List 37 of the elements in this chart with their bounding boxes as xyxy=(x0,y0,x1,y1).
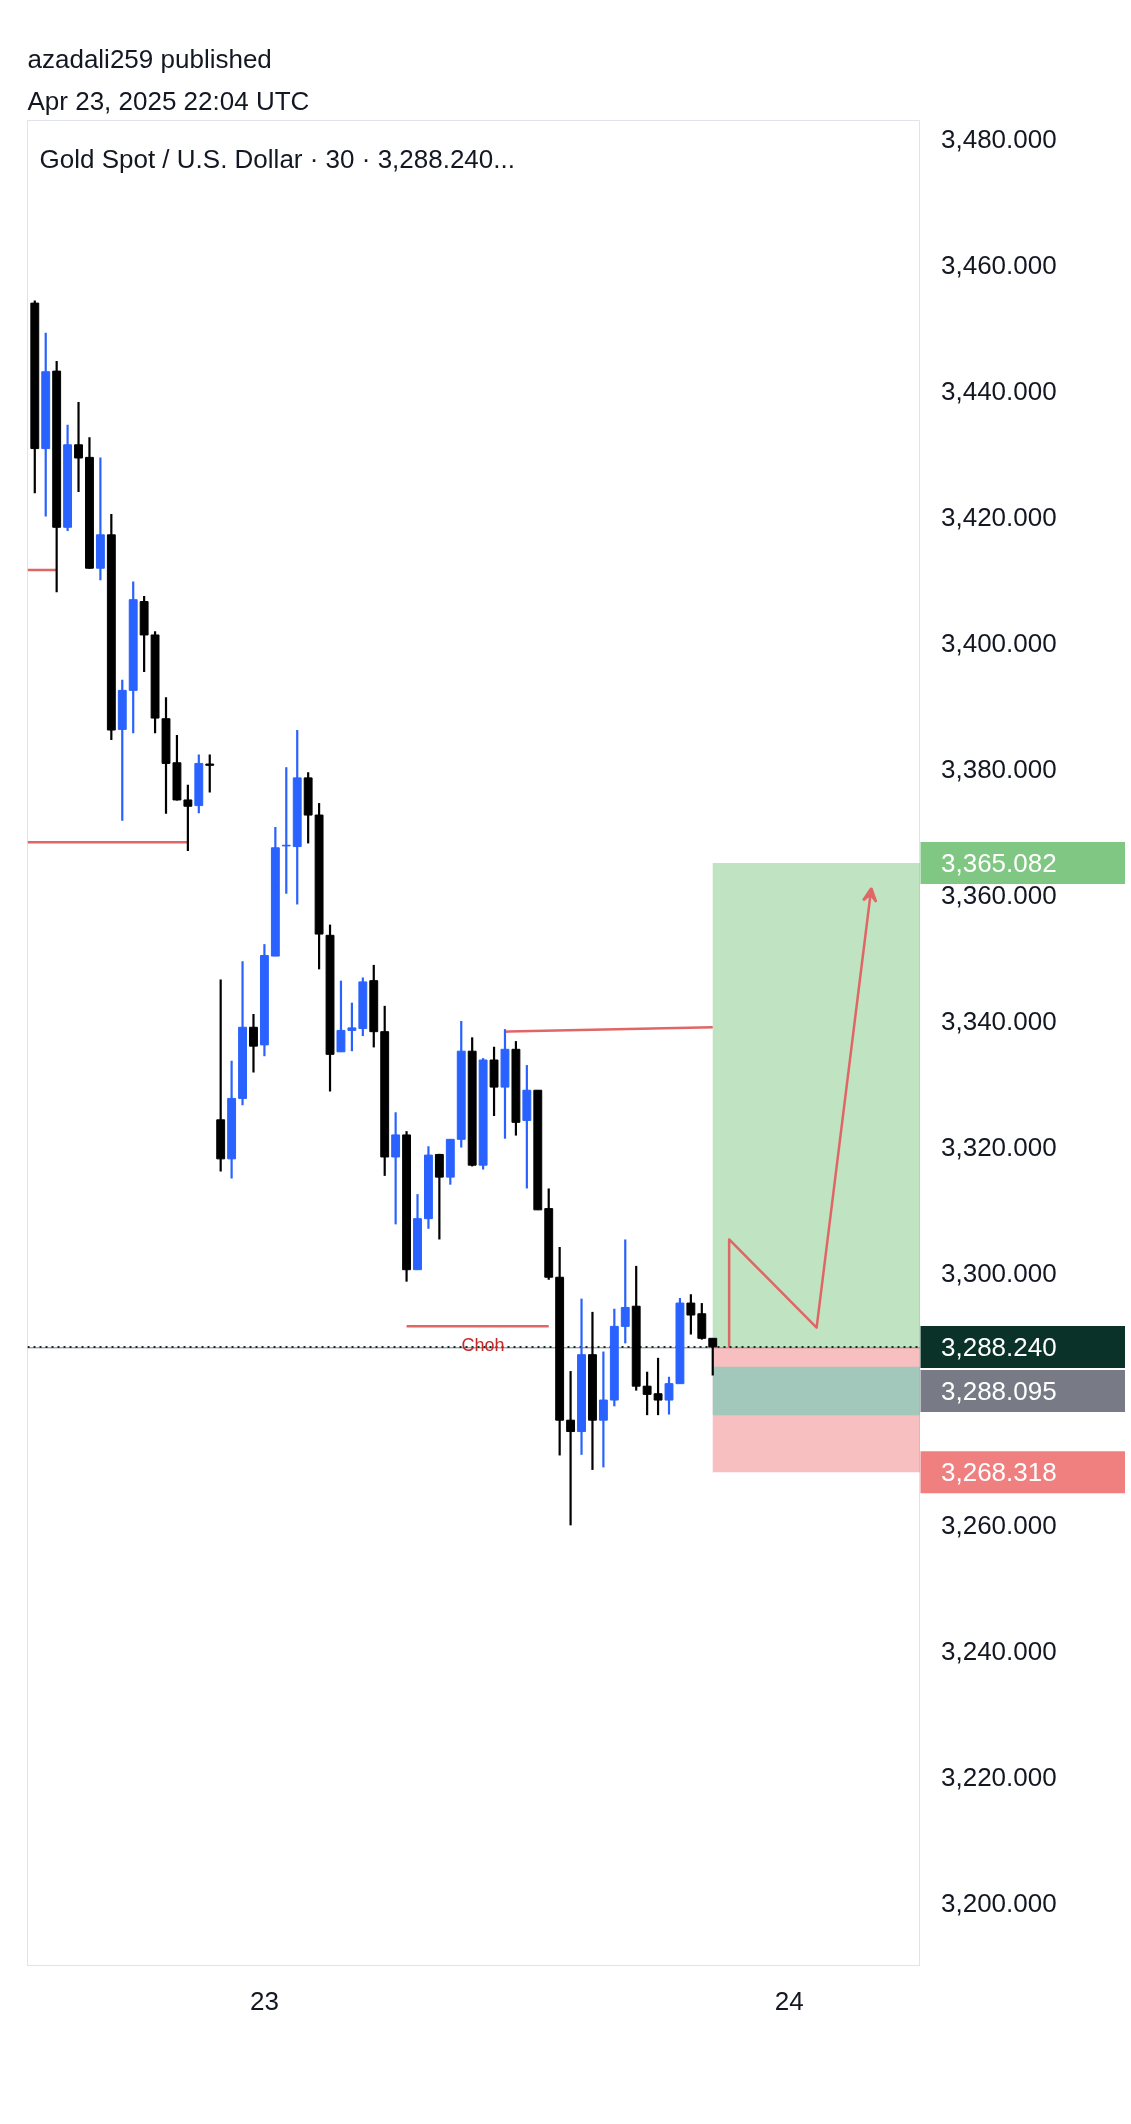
band-label: 3,365.082 xyxy=(941,848,1057,879)
band-label: 3,268.318 xyxy=(941,1457,1057,1488)
text: Gold Spot / U.S. Dollar · 30 · 3,288.240... xyxy=(39,143,515,174)
candlestick xyxy=(566,1369,576,1527)
y-tick-label: 3,460.000 xyxy=(941,250,1057,281)
annotation: Choh xyxy=(461,1335,505,1356)
y-tick-label: 3,200.000 xyxy=(941,1887,1057,1918)
y-tick-label: 3,300.000 xyxy=(941,1257,1057,1288)
y-tick-label: 3,260.000 xyxy=(941,1509,1057,1540)
candlestick xyxy=(598,1350,608,1469)
y-tick-label: 3,240.000 xyxy=(941,1635,1057,1666)
y-tick-label: 3,320.000 xyxy=(941,1131,1057,1162)
y-tick-label: 3,340.000 xyxy=(941,1005,1057,1036)
y-tick-label: 3,360.000 xyxy=(941,880,1057,911)
candlestick xyxy=(249,1012,258,1074)
candlestick xyxy=(708,1337,718,1377)
y-tick-label: 3,440.000 xyxy=(941,376,1057,407)
y-tick-label: 3,380.000 xyxy=(941,754,1057,785)
candlestick xyxy=(686,1293,696,1336)
text: Apr 23, 2025 22:04 UTC xyxy=(27,85,310,116)
y-tick-label: 3,480.000 xyxy=(941,124,1057,155)
y-tick-label: 3,400.000 xyxy=(941,628,1057,659)
candlestick xyxy=(664,1375,674,1416)
candlestick xyxy=(391,1111,401,1226)
candlestick xyxy=(620,1238,630,1345)
candlestick xyxy=(434,1152,444,1241)
x-tick-label: 24 xyxy=(774,1985,804,2016)
y-tick-label: 3,420.000 xyxy=(941,502,1057,533)
text: azadali259 published xyxy=(27,43,272,74)
x-tick-label: 23 xyxy=(249,1985,279,2016)
candlestick xyxy=(281,766,291,895)
ref-line-label: 3,288.240 xyxy=(941,1331,1057,1362)
candlestick xyxy=(205,753,215,794)
candlestick xyxy=(74,400,83,494)
candlestick xyxy=(183,783,193,853)
ref-line-label: 3,288.095 xyxy=(941,1375,1057,1406)
y-tick-label: 3,220.000 xyxy=(941,1761,1057,1792)
